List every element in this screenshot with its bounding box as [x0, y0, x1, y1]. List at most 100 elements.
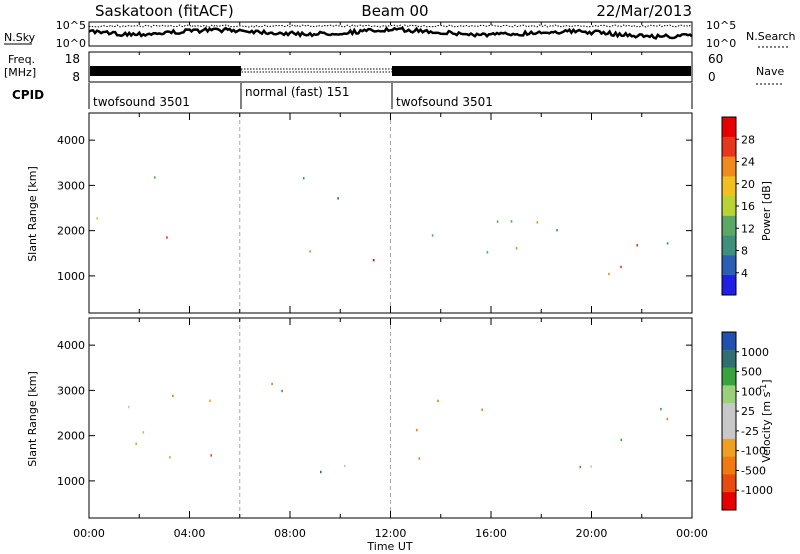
colorbar-swatch [722, 156, 736, 177]
noise-left-label: N.Sky [4, 31, 36, 44]
velocity-axes: 1000 2000 3000 4000 [57, 318, 693, 518]
scatter-cell [302, 177, 305, 180]
colorbar-swatch [722, 403, 736, 422]
power-colorbar-label: Power [dB] [760, 181, 773, 241]
nave-tick-top: 60 [708, 52, 723, 66]
colorbar-tick-label: 4 [741, 267, 748, 280]
freq-label-line1: Freq. [8, 53, 35, 66]
colorbar-tick-label: 1000 [741, 346, 769, 359]
freq-tick-top: 18 [65, 52, 80, 66]
colorbar-tick-label: -500 [741, 464, 766, 477]
y-tick-label: 1000 [57, 475, 85, 488]
scatter-cell [486, 251, 489, 254]
scatter-cell [666, 417, 669, 421]
colorbar-tick-label: 12 [741, 222, 755, 235]
scatter-cell [128, 405, 130, 409]
noise-panel: N.Sky 10^5 10^0 10^5 10^0 N.Search [4, 19, 796, 50]
x-tick-label: 12:00 [375, 527, 407, 540]
colorbar-swatch [722, 215, 736, 237]
y-tick-label: 1000 [57, 270, 85, 283]
noise-right-tick-bottom: 10^0 [706, 37, 736, 50]
noise-left-tick-bottom: 10^0 [56, 37, 86, 50]
nave-tick-bottom: 0 [708, 70, 716, 84]
colorbar-tick-label: -25 [741, 425, 759, 438]
colorbar-swatch [722, 117, 736, 138]
colorbar-tick-label: 28 [741, 133, 755, 146]
velocity-scatter [128, 382, 669, 474]
colorbar-swatch [722, 275, 736, 296]
cpid-segment-1: twofsound 3501 [93, 95, 190, 109]
scatter-cell [515, 247, 518, 250]
colorbar-swatch [722, 421, 736, 440]
noise-right-label: N.Search [746, 30, 796, 43]
scatter-cell [372, 259, 375, 262]
y-tick-label: 3000 [57, 384, 85, 397]
freq-label-line2: [MHz] [4, 66, 36, 79]
time-axis: 00:00 04:00 08:00 12:00 16:00 20:00 00:00 [73, 22, 708, 540]
colorbar-swatch [722, 136, 736, 158]
power-scatter [96, 176, 669, 276]
scatter-cell [172, 394, 174, 398]
colorbar-tick-label: -100 [741, 445, 766, 458]
power-y-label: Slant Range [km] [26, 166, 39, 262]
scatter-cell [142, 431, 145, 434]
colorbar-swatch [722, 492, 736, 511]
velocity-colorbar-label: Velocity [m s-1] [759, 379, 773, 462]
colorbar-tick-label: 16 [741, 200, 755, 213]
scatter-cell [154, 176, 156, 179]
beam-label: Beam 00 [361, 2, 428, 20]
scatter-cell [320, 470, 322, 474]
colorbar-swatch [722, 196, 736, 217]
colorbar-tick-label: 500 [741, 366, 762, 379]
colorbar-swatch [722, 474, 736, 493]
scatter-cell [416, 428, 418, 432]
scatter-cell [590, 465, 592, 468]
noise-sky-trace [88, 26, 693, 40]
nave-label: Nave [756, 65, 784, 78]
x-tick-label: 00:00 [73, 527, 105, 540]
scatter-cell [309, 250, 311, 253]
colorbar-swatch [722, 176, 736, 197]
x-axis-label: Time UT [366, 540, 412, 553]
scatter-cell [135, 442, 137, 445]
date-label: 22/Mar/2013 [596, 2, 692, 20]
colorbar-tick-label: 24 [741, 156, 755, 169]
noise-left-tick-top: 10^5 [56, 19, 86, 32]
scatter-cell [166, 236, 168, 239]
y-tick-label: 4000 [57, 134, 85, 147]
freq-band-2 [240, 68, 393, 73]
noise-right-tick-top: 10^5 [706, 19, 736, 32]
y-tick-label: 2000 [57, 225, 85, 238]
freq-band-1 [90, 66, 241, 76]
scatter-cell [510, 220, 513, 223]
power-panel: 1000 2000 3000 4000 Slant Range [km] 28 24 20… [26, 112, 773, 314]
scatter-cell [608, 272, 610, 276]
scatter-cell [620, 438, 623, 442]
scatter-cell [271, 382, 273, 386]
cpid-segment-3: twofsound 3501 [396, 95, 493, 109]
frequency-panel: Freq. [MHz] 18 8 60 0 Nave [4, 51, 784, 85]
scatter-cell [337, 197, 339, 200]
colorbar-swatch [722, 332, 736, 351]
scatter-cell [536, 221, 539, 224]
power-axes: 1000 2000 3000 4000 [57, 113, 693, 313]
colorbar-swatch [722, 456, 736, 475]
colorbar-tick-label: -1000 [741, 484, 773, 497]
colorbar-swatch [722, 349, 736, 369]
y-tick-label: 2000 [57, 430, 85, 443]
station-title: Saskatoon (fitACF) [95, 2, 234, 20]
colorbar-tick-label: 25 [741, 405, 755, 418]
cpid-panel: CPID twofsound 3501 normal (fast) 151 tw… [12, 83, 693, 109]
scatter-cell [496, 220, 499, 223]
colorbar-swatch [722, 235, 736, 256]
scatter-cell [636, 244, 638, 247]
colorbar-tick-label: 20 [741, 178, 755, 191]
scatter-cell [579, 465, 582, 469]
scatter-cell [209, 399, 211, 402]
scatter-cell [481, 408, 483, 411]
y-tick-label: 4000 [57, 339, 85, 352]
x-tick-label: 00:00 [676, 527, 708, 540]
colorbar-frame [721, 331, 737, 511]
colorbar-swatch [722, 438, 736, 458]
